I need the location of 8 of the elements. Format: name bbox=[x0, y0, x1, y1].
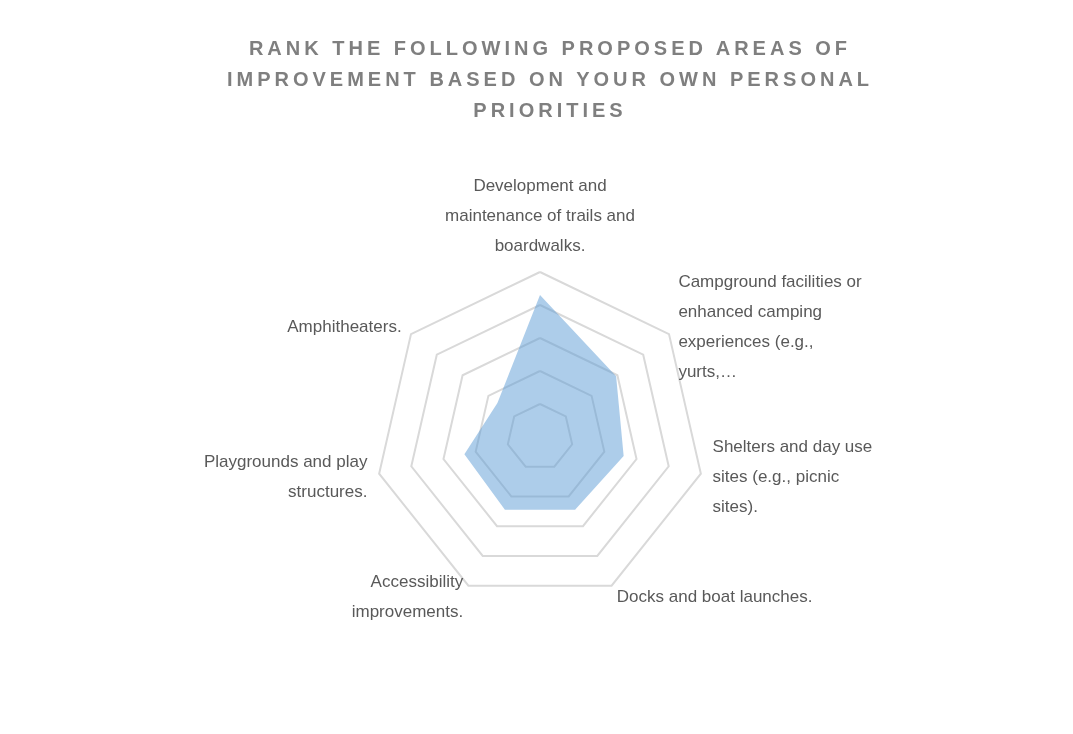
spoke-label: Accessibility improvements. bbox=[351, 571, 464, 621]
spoke-label: Campground facilities or enhanced camping experiences (e.g., yurts,… bbox=[678, 272, 863, 382]
spoke-label: Development and maintenance of trails and boardwalks. bbox=[445, 175, 635, 255]
spoke-label: Playgrounds and play structures. bbox=[203, 451, 368, 501]
spoke-label: Shelters and day use sites (e.g., picnic sites). bbox=[712, 436, 873, 516]
spoke-label: Docks and boat launches. bbox=[616, 586, 813, 606]
spoke-label: Amphitheaters. bbox=[287, 317, 402, 337]
chart-title: RANK THE FOLLOWING PROPOSED AREAS OF IMPROVEMENT BASED ON YOUR OWN PERSONAL PRIORITIES bbox=[225, 36, 875, 123]
